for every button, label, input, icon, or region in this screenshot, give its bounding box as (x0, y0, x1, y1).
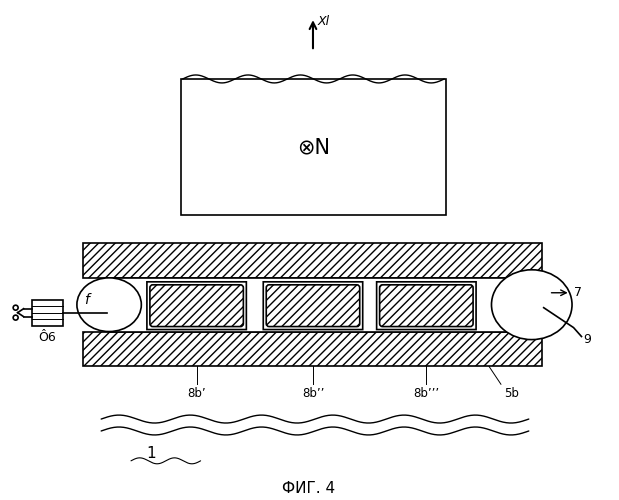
Text: 8b’’: 8b’’ (302, 387, 324, 400)
FancyBboxPatch shape (263, 282, 363, 330)
Text: ФИГ. 4: ФИГ. 4 (282, 481, 335, 496)
Text: 5b: 5b (504, 387, 519, 400)
Bar (32, 300, 63, 326)
Text: 8b’’’: 8b’’’ (413, 387, 439, 400)
Text: 8b’: 8b’ (188, 387, 206, 400)
FancyBboxPatch shape (379, 285, 473, 327)
Polygon shape (109, 278, 532, 332)
Ellipse shape (77, 278, 141, 332)
FancyBboxPatch shape (181, 79, 446, 215)
Ellipse shape (491, 270, 572, 340)
Text: 1: 1 (146, 446, 156, 462)
Text: Ô6: Ô6 (38, 331, 56, 344)
Text: 9: 9 (584, 333, 591, 346)
FancyBboxPatch shape (376, 282, 476, 330)
Polygon shape (84, 332, 542, 366)
FancyBboxPatch shape (147, 282, 246, 330)
FancyBboxPatch shape (150, 285, 243, 327)
Polygon shape (84, 243, 542, 278)
FancyBboxPatch shape (266, 285, 360, 327)
Text: ⊗N: ⊗N (297, 137, 330, 157)
Text: Xl: Xl (318, 15, 330, 28)
Text: f: f (84, 292, 89, 306)
Text: 7: 7 (574, 286, 581, 300)
